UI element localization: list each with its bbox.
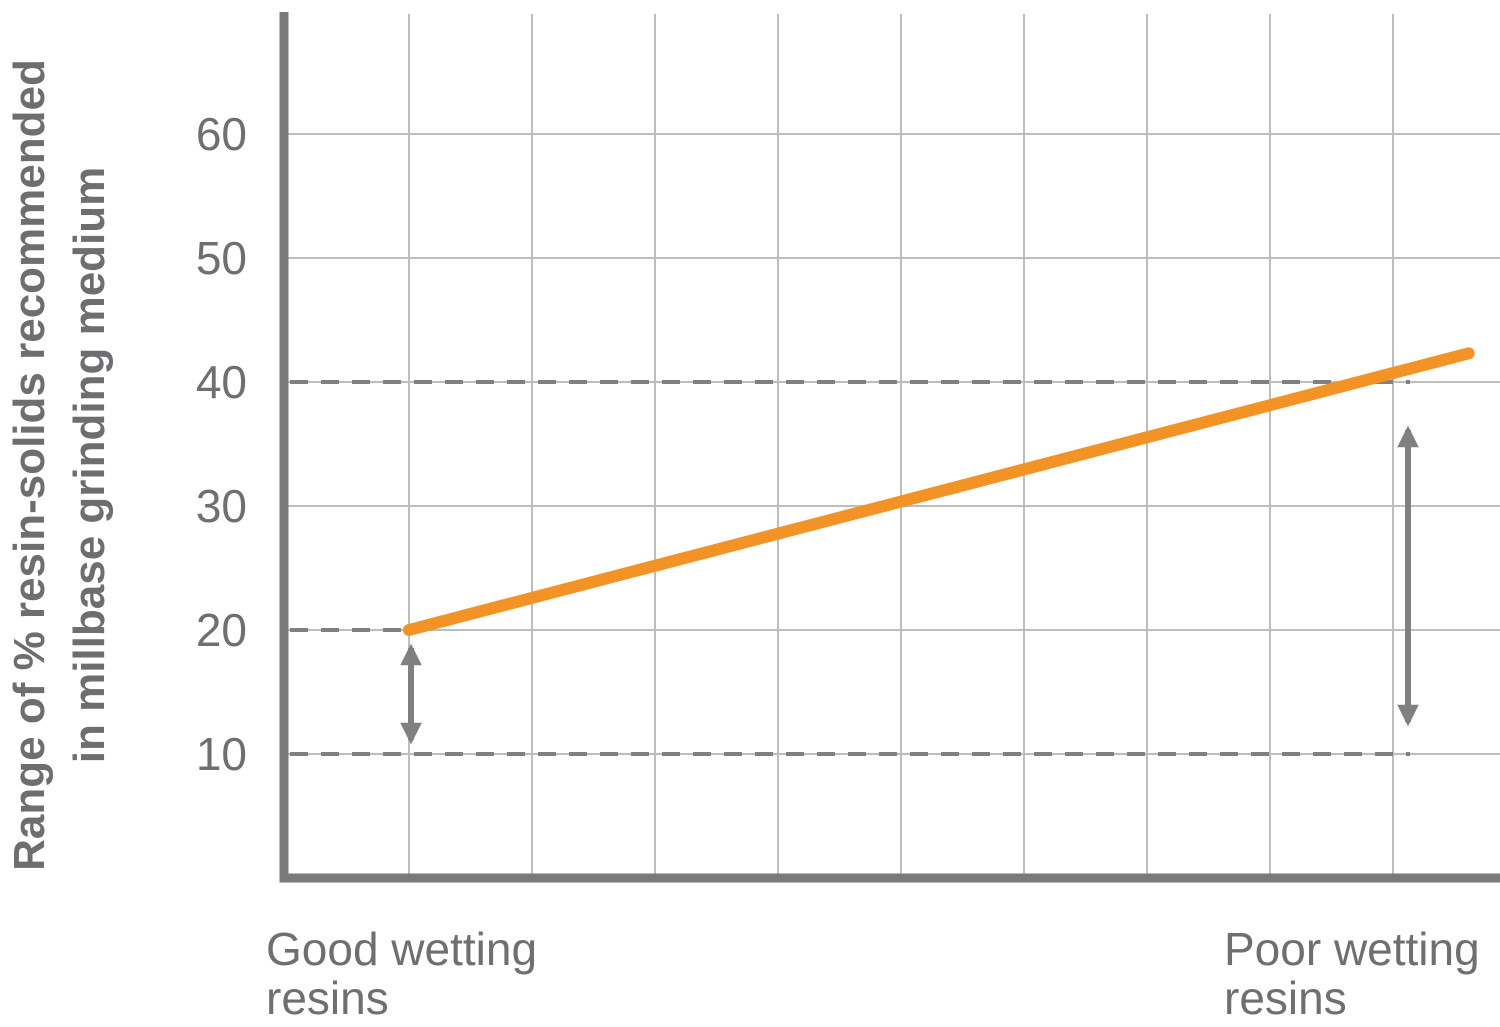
y-tick-label-60: 60 [196, 108, 247, 160]
axes [279, 12, 1500, 883]
y-tick-labels: 10 20 30 40 50 60 [196, 108, 247, 780]
x-category-labels: Good wetting resins Poor wetting resins [266, 923, 1480, 1024]
y-tick-label-30: 30 [196, 480, 247, 532]
y-tick-label-50: 50 [196, 232, 247, 284]
reference-lines [290, 380, 1410, 756]
x-category-poor-line-1: Poor wetting [1224, 923, 1480, 975]
y-tick-label-10: 10 [196, 728, 247, 780]
range-arrows [400, 425, 1419, 745]
x-category-good-line-2: resins [266, 972, 389, 1024]
y-axis-label-line-2: in millbase grinding medium [65, 167, 114, 764]
y-tick-label-20: 20 [196, 604, 247, 656]
y-tick-label-40: 40 [196, 356, 247, 408]
x-category-poor-line-2: resins [1224, 972, 1347, 1024]
y-axis-label: Range of % resin-solids recommended in m… [5, 59, 114, 871]
grid [284, 14, 1500, 878]
y-axis-label-line-1: Range of % resin-solids recommended [5, 59, 54, 871]
x-category-good-line-1: Good wetting [266, 923, 537, 975]
series-line-0 [403, 347, 1475, 636]
series [403, 347, 1475, 636]
